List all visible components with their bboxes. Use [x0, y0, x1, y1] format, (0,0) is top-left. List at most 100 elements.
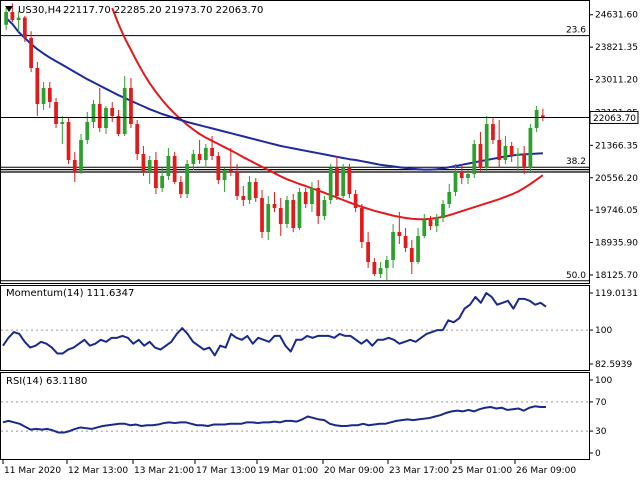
candle-2 [16, 11, 21, 32]
candle-30 [191, 150, 196, 170]
candle-71 [447, 184, 452, 208]
candle-body [210, 148, 214, 156]
candle-64 [403, 228, 408, 252]
last-price-label: 22063.70 [593, 114, 636, 124]
candle-44 [278, 198, 283, 236]
candle-body [247, 182, 252, 200]
candle-body [10, 12, 15, 20]
time-tick-label: 11 Mar 2020 [4, 466, 61, 476]
candle-43 [272, 192, 277, 212]
candle-body [47, 88, 52, 102]
rsi-title: RSI(14) 63.1180 [6, 376, 87, 387]
candle-57 [360, 204, 364, 248]
price-tick-label: 19746.05 [595, 206, 638, 216]
candle-61 [384, 256, 389, 280]
candle-body [453, 172, 458, 192]
candle-56 [353, 190, 358, 212]
candle-50 [316, 180, 321, 224]
candle-body [497, 140, 502, 160]
momentum-tick-label: 100 [595, 326, 612, 336]
candle-body [403, 236, 408, 248]
momentum-title: Momentum(14) 111.6347 [6, 288, 134, 299]
candle-23 [147, 156, 152, 184]
candle-body [384, 260, 389, 268]
candle-48 [303, 188, 308, 208]
momentum-panel-frame [0, 285, 590, 371]
candle-body [35, 68, 40, 104]
fib-label-1: 38.2 [566, 157, 586, 167]
candle-body [110, 108, 115, 116]
time-tick-label: 12 Mar 13:00 [68, 466, 128, 476]
candle-body [203, 148, 208, 160]
candle-3 [22, 16, 27, 42]
time-tick-label: 17 Mar 13:00 [196, 466, 256, 476]
candle-body [141, 154, 146, 172]
candle-body [428, 220, 433, 226]
price-tick-label: 20556.20 [595, 174, 638, 184]
candle-16 [104, 106, 108, 134]
candle-body [347, 168, 352, 194]
momentum-group: 119.0131 100 82.5939 [1, 289, 638, 370]
candle-body [22, 17, 27, 38]
candle-body [66, 122, 71, 160]
fib-label-2: 50.0 [566, 271, 586, 281]
candle-body [216, 156, 221, 180]
momentum-line [2, 292, 547, 357]
rsi-tick-label: 0 [595, 449, 601, 459]
candle-body [154, 160, 158, 188]
candle-74 [466, 170, 470, 184]
candle-0 [4, 8, 8, 30]
candle-66 [416, 228, 420, 264]
candle-15 [97, 88, 102, 132]
candle-40 [253, 178, 258, 202]
candle-24 [154, 152, 158, 194]
candle-body [441, 204, 445, 218]
symbol-label: US30,H4 [18, 5, 61, 16]
last-price-group: 22063.70 [0, 110, 639, 124]
rsi-tick-label: 70 [595, 398, 607, 408]
candle-72 [453, 164, 458, 196]
candle-body [278, 208, 283, 224]
last-price-tag [589, 110, 639, 124]
candle-29 [185, 160, 189, 198]
time-tick-label: 20 Mar 09:00 [324, 466, 384, 476]
candle-body [335, 168, 339, 196]
time-axis-group: 11 Mar 2020 12 Mar 13:00 13 Mar 21:00 17 Ma… [2, 460, 576, 476]
candle-85 [534, 106, 539, 132]
candle-body [260, 198, 264, 232]
candle-body [129, 88, 133, 124]
candle-body [316, 188, 321, 216]
time-tick-label: 25 Mar 01:00 [452, 466, 512, 476]
candle-19 [122, 76, 127, 136]
candle-21 [135, 120, 140, 160]
candle-55 [347, 164, 352, 198]
time-tick-label: 13 Mar 21:00 [134, 466, 194, 476]
candle-38 [241, 186, 246, 206]
candle-76 [478, 132, 483, 172]
candle-25 [160, 168, 165, 192]
fib-label-0: 23.6 [566, 26, 586, 36]
candle-10 [66, 118, 71, 164]
candle-body [409, 248, 414, 262]
candle-body [303, 192, 308, 204]
candle-14 [91, 100, 96, 128]
price-tick-label: 21366.35 [595, 141, 638, 151]
candle-body [397, 232, 402, 236]
ohlc-label: 22117.70 22285.20 21973.70 22063.70 [63, 5, 263, 16]
candle-body [478, 144, 483, 168]
candle-60 [378, 262, 383, 278]
candle-body [466, 174, 470, 178]
candle-80 [503, 136, 508, 164]
candle-body [228, 170, 233, 172]
candle-body [222, 170, 227, 180]
candle-body [16, 17, 21, 20]
candle-49 [310, 182, 314, 212]
candle-body [522, 154, 527, 168]
candle-26 [166, 148, 171, 180]
candle-body [253, 182, 258, 198]
candle-body [122, 88, 127, 134]
candle-body [528, 128, 533, 168]
candle-body [104, 108, 108, 128]
